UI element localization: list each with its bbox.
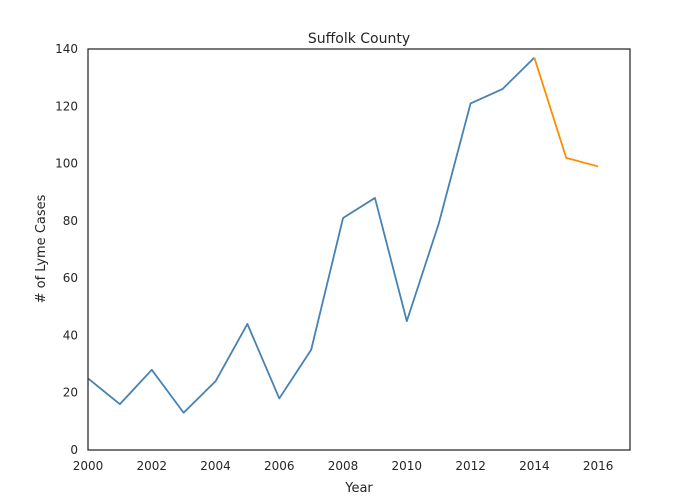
x-axis-title: Year [344, 481, 373, 496]
y-axis-title: # of Lyme Cases [34, 194, 49, 303]
y-tick-label: 100 [55, 157, 78, 171]
chart-title: Suffolk County [308, 31, 410, 47]
x-tick-label: 2014 [519, 459, 550, 473]
x-tick-label: 2002 [136, 459, 167, 473]
x-tick-label: 2006 [264, 459, 295, 473]
series-line-1 [87, 56, 535, 414]
plot-frame [87, 48, 631, 451]
x-tick-label: 2008 [328, 459, 359, 473]
y-tick-label: 60 [63, 271, 78, 285]
y-tick-label: 80 [63, 214, 78, 228]
series-line-2 [533, 57, 599, 168]
x-tick-label: 2010 [392, 459, 423, 473]
tick-layer: 2000 2002 2004 2006 2008 2010 2012 2014 2016 0 20 4… [55, 42, 613, 473]
x-tick-label: 2004 [200, 459, 231, 473]
y-tick-label: 120 [55, 99, 78, 113]
x-tick-label: 2000 [73, 459, 104, 473]
y-tick-label: 40 [63, 328, 78, 342]
series-layer [87, 56, 599, 414]
x-tick-label: 2012 [455, 459, 486, 473]
y-tick-label: 140 [55, 42, 78, 56]
y-tick-label: 0 [70, 443, 78, 457]
x-tick-label: 2016 [583, 459, 614, 473]
y-tick-label: 20 [63, 386, 78, 400]
